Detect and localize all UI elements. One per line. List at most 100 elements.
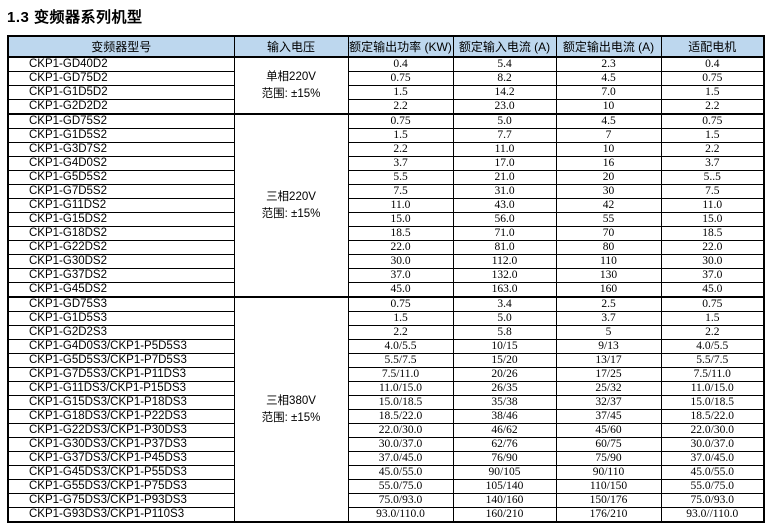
motor-cell: 11.0/15.0 (660, 381, 765, 396)
input-current-cell: 132.0 (452, 268, 557, 283)
output-current-cell: 90/110 (555, 465, 662, 480)
power-cell: 2.2 (347, 325, 454, 340)
power-cell: 4.0/5.5 (347, 339, 454, 354)
page-title: 1.3 变频器系列机型 (7, 9, 143, 26)
column-header: 额定输入电流 (A) (452, 35, 557, 58)
model-cell: CKP1-G2D2D2 (7, 99, 235, 115)
voltage-range: 范围: ±15% (261, 87, 321, 100)
model-cell: CKP1-G1D5D2 (7, 85, 235, 100)
table-row: CKP1-G11DS2 11.0 43.0 42 11.0 (7, 198, 765, 213)
column-header: 变频器型号 (7, 35, 235, 58)
output-current-cell: 2.5 (555, 296, 662, 312)
input-current-cell: 23.0 (452, 99, 557, 115)
table-row: CKP1-G1D5S2 1.5 7.7 7 1.5 (7, 128, 765, 143)
model-cell: CKP1-G18DS3/CKP1-P22DS3 (7, 409, 235, 424)
model-cell: CKP1-G7D5S2 (7, 184, 235, 199)
model-cell: CKP1-GD75D2 (7, 71, 235, 86)
output-current-cell: 80 (555, 240, 662, 255)
model-cell: CKP1-G11DS3/CKP1-P15DS3 (7, 381, 235, 396)
output-current-cell: 13/17 (555, 353, 662, 368)
output-current-cell: 160 (555, 282, 662, 298)
output-current-cell: 60/75 (555, 437, 662, 452)
input-current-cell: 112.0 (452, 254, 557, 269)
table-row: CKP1-G75DS3/CKP1-P93DS3 75.0/93.0 140/160 1… (7, 493, 765, 508)
power-cell: 18.5 (347, 226, 454, 241)
table-row: CKP1-G7D5S3/CKP1-P11DS3 7.5/11.0 20/26 17/2… (7, 367, 765, 382)
power-cell: 5.5/7.5 (347, 353, 454, 368)
output-current-cell: 20 (555, 170, 662, 185)
power-cell: 55.0/75.0 (347, 479, 454, 494)
output-current-cell: 70 (555, 226, 662, 241)
motor-cell: 55.0/75.0 (660, 479, 765, 494)
motor-cell: 75.0/93.0 (660, 493, 765, 508)
model-cell: CKP1-GD75S3 (7, 296, 235, 312)
output-current-cell: 7 (555, 128, 662, 143)
output-current-cell: 30 (555, 184, 662, 199)
motor-cell: 45.0/55.0 (660, 465, 765, 480)
table-row: CKP1-G22DS2 22.0 81.0 80 22.0 (7, 240, 765, 255)
input-current-cell: 160/210 (452, 507, 557, 523)
model-cell: CKP1-G75DS3/CKP1-P93DS3 (7, 493, 235, 508)
model-cell: CKP1-G15DS3/CKP1-P18DS3 (7, 395, 235, 410)
power-cell: 37.0 (347, 268, 454, 283)
output-current-cell: 25/32 (555, 381, 662, 396)
column-header: 输入电压 (233, 35, 349, 58)
table-row: CKP1-G3D7S2 2.2 11.0 10 2.2 (7, 142, 765, 157)
motor-cell: 1.5 (660, 85, 765, 100)
model-cell: CKP1-G3D7S2 (7, 142, 235, 157)
table-row: CKP1-G2D2S3 2.2 5.8 5 2.2 (7, 325, 765, 340)
input-current-cell: 5.0 (452, 113, 557, 129)
inverter-spec-table: 变频器型号 输入电压 额定输出功率 (KW) 额定输入电流 (A) 额定输出电流 (A)… (7, 35, 765, 523)
motor-cell: 15.0 (660, 212, 765, 227)
table-row: CKP1-G18DS3/CKP1-P22DS3 18.5/22.0 38/46 37/… (7, 409, 765, 424)
voltage-cell: 三相220V 范围: ±15% (233, 113, 349, 298)
model-cell: CKP1-G30DS3/CKP1-P37DS3 (7, 437, 235, 452)
output-current-cell: 17/25 (555, 367, 662, 382)
table-row: CKP1-G1D5D2 1.5 14.2 7.0 1.5 (7, 85, 765, 100)
table-row: CKP1-G18DS2 18.5 71.0 70 18.5 (7, 226, 765, 241)
output-current-cell: 75/90 (555, 451, 662, 466)
model-cell: CKP1-G30DS2 (7, 254, 235, 269)
input-current-cell: 5.4 (452, 56, 557, 72)
table-row: CKP1-G30DS3/CKP1-P37DS3 30.0/37.0 62/76 60/… (7, 437, 765, 452)
power-cell: 75.0/93.0 (347, 493, 454, 508)
model-cell: CKP1-G45DS2 (7, 282, 235, 298)
table-row: CKP1-G22DS3/CKP1-P30DS3 22.0/30.0 46/62 45/… (7, 423, 765, 438)
power-cell: 7.5 (347, 184, 454, 199)
model-cell: CKP1-G7D5S3/CKP1-P11DS3 (7, 367, 235, 382)
table-row: CKP1-G11DS3/CKP1-P15DS3 11.0/15.0 26/35 25/… (7, 381, 765, 396)
input-current-cell: 56.0 (452, 212, 557, 227)
output-current-cell: 16 (555, 156, 662, 171)
column-header: 适配电机 (660, 35, 765, 58)
power-cell: 11.0 (347, 198, 454, 213)
power-cell: 1.5 (347, 85, 454, 100)
input-current-cell: 43.0 (452, 198, 557, 213)
motor-cell: 4.0/5.5 (660, 339, 765, 354)
power-cell: 22.0 (347, 240, 454, 255)
column-header: 额定输出电流 (A) (555, 35, 662, 58)
output-current-cell: 5 (555, 325, 662, 340)
table-row: CKP1-G2D2D2 2.2 23.0 10 2.2 (7, 99, 765, 115)
voltage-type: 单相220V (266, 70, 316, 83)
motor-cell: 22.0 (660, 240, 765, 255)
input-current-cell: 7.7 (452, 128, 557, 143)
input-current-cell: 46/62 (452, 423, 557, 438)
model-cell: CKP1-G1D5S2 (7, 128, 235, 143)
power-cell: 1.5 (347, 128, 454, 143)
output-current-cell: 45/60 (555, 423, 662, 438)
table-row: CKP1-GD75D2 0.75 8.2 4.5 0.75 (7, 71, 765, 86)
table-row: CKP1-G15DS3/CKP1-P18DS3 15.0/18.5 35/38 32/… (7, 395, 765, 410)
input-current-cell: 38/46 (452, 409, 557, 424)
output-current-cell: 110/150 (555, 479, 662, 494)
output-current-cell: 130 (555, 268, 662, 283)
input-current-cell: 26/35 (452, 381, 557, 396)
input-current-cell: 81.0 (452, 240, 557, 255)
voltage-range: 范围: ±15% (261, 207, 321, 220)
model-cell: CKP1-G22DS3/CKP1-P30DS3 (7, 423, 235, 438)
motor-cell: 1.5 (660, 128, 765, 143)
table-row: CKP1-G37DS2 37.0 132.0 130 37.0 (7, 268, 765, 283)
motor-cell: 2.2 (660, 142, 765, 157)
output-current-cell: 42 (555, 198, 662, 213)
power-cell: 0.75 (347, 113, 454, 129)
motor-cell: 3.7 (660, 156, 765, 171)
